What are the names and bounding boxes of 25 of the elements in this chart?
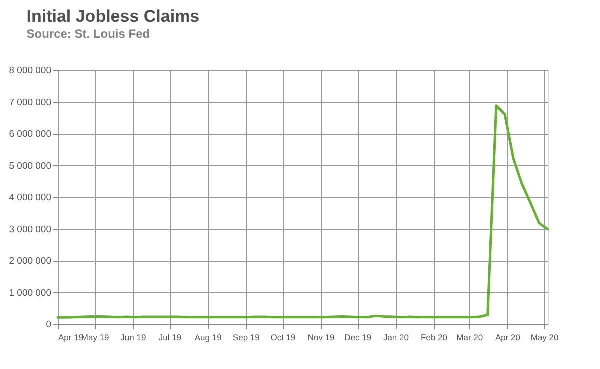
x-tick-label: Mar 20 bbox=[456, 332, 484, 342]
y-tick-label: 7 000 000 bbox=[9, 97, 52, 108]
x-tick-label: Dec 19 bbox=[344, 332, 372, 342]
y-tick-label: 3 000 000 bbox=[9, 224, 52, 236]
x-tick-label: Jan 20 bbox=[383, 332, 410, 342]
y-tick-label: 2 000 000 bbox=[9, 256, 52, 267]
x-tick-label: Jul 19 bbox=[158, 332, 182, 342]
chart-title: Initial Jobless Claims bbox=[26, 7, 200, 26]
x-tick-label: Apr 19 bbox=[58, 332, 84, 342]
chart-subtitle: Source: St. Louis Fed bbox=[26, 27, 150, 41]
y-tick-label: 8 000 000 bbox=[9, 66, 52, 76]
x-tick-label: Aug 19 bbox=[194, 332, 222, 342]
x-tick-label: Oct 19 bbox=[270, 332, 296, 342]
x-tick-label: Nov 19 bbox=[308, 332, 336, 342]
y-tick-label: 4 000 000 bbox=[9, 192, 52, 204]
x-tick-label: May 20 bbox=[530, 332, 560, 342]
y-tick-label: 6 000 000 bbox=[9, 129, 52, 140]
x-tick-label: Sep 19 bbox=[232, 332, 260, 342]
line-series bbox=[56, 104, 550, 319]
x-tick-label: Jun 19 bbox=[120, 332, 146, 342]
y-tick-label: 5 000 000 bbox=[9, 160, 52, 172]
y-tick-label: 0 bbox=[46, 320, 52, 330]
x-tick-label: Apr 20 bbox=[495, 332, 521, 342]
x-tick-label: Feb 20 bbox=[421, 332, 448, 342]
y-tick-label: 1 000 000 bbox=[9, 288, 52, 299]
